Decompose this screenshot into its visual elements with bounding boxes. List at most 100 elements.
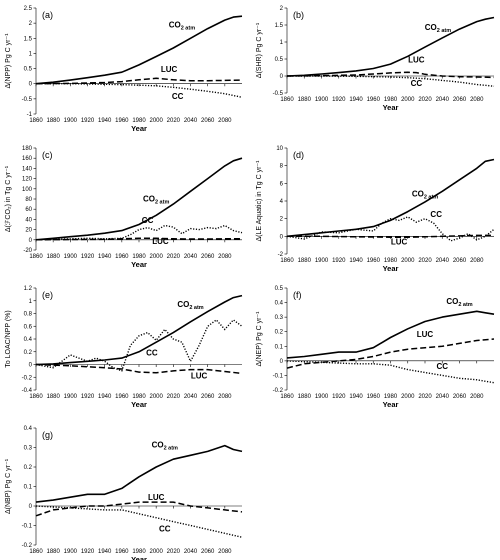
y-tick-label: 0.2 bbox=[24, 465, 33, 471]
x-tick-label: 1980 bbox=[132, 549, 146, 555]
x-tick-label: 2080 bbox=[470, 97, 484, 103]
panel-label: (d) bbox=[293, 150, 304, 160]
x-tick-label: 2000 bbox=[401, 394, 415, 400]
series-line-cc bbox=[286, 216, 495, 242]
x-tick-label: 1960 bbox=[115, 254, 129, 260]
x-tick-label: 1980 bbox=[384, 97, 398, 103]
x-tick-label: 1880 bbox=[46, 394, 60, 400]
x-axis-label: Year bbox=[383, 103, 399, 112]
y-tick-label: 0.3 bbox=[24, 446, 33, 452]
x-tick-label: 2080 bbox=[218, 394, 232, 400]
x-axis-label: Year bbox=[383, 264, 399, 273]
series-label-cc: CC bbox=[142, 216, 154, 225]
x-tick-label: 1940 bbox=[349, 394, 363, 400]
x-tick-label: 1860 bbox=[280, 258, 294, 264]
series-line-cc bbox=[35, 318, 243, 372]
y-tick-label: 1 bbox=[29, 51, 33, 57]
y-tick-label: 2 bbox=[280, 6, 284, 12]
series-label-luc: LUC bbox=[148, 493, 165, 502]
x-tick-label: 2020 bbox=[167, 254, 181, 260]
series-label-cc: CC bbox=[436, 362, 448, 371]
x-tick-label: 2000 bbox=[149, 549, 163, 555]
x-tick-label: 2080 bbox=[470, 394, 484, 400]
y-tick-label: -0.1 bbox=[22, 524, 33, 530]
x-tick-label: 1880 bbox=[46, 118, 60, 124]
x-tick-label: 2060 bbox=[453, 394, 467, 400]
panel-b: -0.5 0 0.5 1 1.5 2 1860 1880 1900 1920 1940 1960 198… bbox=[256, 6, 495, 112]
series-label-luc: LUC bbox=[152, 237, 169, 246]
y-tick-label: -0.2 bbox=[22, 375, 33, 381]
y-tick-label: 2.5 bbox=[24, 6, 33, 12]
y-tick-label: 0.2 bbox=[24, 350, 33, 356]
series-label-luc: LUC bbox=[391, 237, 408, 246]
x-tick-label: 2060 bbox=[201, 254, 215, 260]
y-tick-label: 8 bbox=[280, 164, 284, 170]
x-tick-label: 2020 bbox=[167, 118, 181, 124]
y-tick-label: -2 bbox=[278, 252, 284, 258]
x-tick-label: 1980 bbox=[132, 254, 146, 260]
x-tick-label: 2040 bbox=[436, 258, 450, 264]
series-label-co2: CO2 atm bbox=[425, 23, 451, 34]
y-tick-label: 1.5 bbox=[275, 23, 284, 29]
x-tick-label: 2040 bbox=[184, 549, 198, 555]
x-tick-label: 2020 bbox=[167, 549, 181, 555]
y-tick-label: 40 bbox=[25, 217, 32, 223]
x-tick-label: 1960 bbox=[367, 394, 381, 400]
x-tick-label: 2040 bbox=[436, 394, 450, 400]
y-axis-label: To LOAC/NPP (%) bbox=[5, 310, 12, 367]
x-tick-label: 2060 bbox=[201, 118, 215, 124]
x-tick-label: 2000 bbox=[149, 118, 163, 124]
y-tick-label: -0.2 bbox=[273, 388, 284, 394]
series-line-co2 bbox=[35, 157, 243, 241]
y-tick-label: 0.5 bbox=[275, 57, 284, 63]
x-tick-label: 1880 bbox=[298, 97, 312, 103]
x-tick-label: 1980 bbox=[132, 394, 146, 400]
y-tick-label: 0 bbox=[280, 234, 284, 240]
x-axis-label: Year bbox=[131, 555, 147, 560]
y-tick-label: 0 bbox=[29, 82, 33, 88]
x-tick-label: 2080 bbox=[218, 254, 232, 260]
x-tick-label: 2080 bbox=[218, 118, 232, 124]
y-tick-label: 1 bbox=[280, 40, 284, 46]
y-tick-label: -20 bbox=[23, 248, 32, 254]
y-tick-label: 0.4 bbox=[275, 301, 284, 307]
series-label-cc: CC bbox=[430, 210, 442, 219]
series-label-co2: CO2 atm bbox=[152, 441, 178, 452]
y-tick-label: 10 bbox=[276, 146, 283, 152]
series-label-co2: CO2 atm bbox=[169, 21, 195, 32]
x-axis-label: Year bbox=[131, 124, 147, 133]
y-tick-label: 0.5 bbox=[24, 67, 33, 73]
y-tick-label: 0.3 bbox=[275, 315, 284, 321]
series-line-cc bbox=[35, 505, 243, 538]
y-tick-label: 80 bbox=[25, 197, 32, 203]
y-tick-label: 0.6 bbox=[24, 324, 33, 330]
y-axis-label: Δ(NBP) Pg C yr⁻¹ bbox=[5, 458, 12, 514]
y-tick-label: 0 bbox=[29, 363, 33, 369]
series-label-co2: CO2 atm bbox=[412, 190, 438, 201]
y-tick-label: 2 bbox=[29, 21, 33, 27]
x-tick-label: 1900 bbox=[315, 394, 329, 400]
x-tick-label: 1920 bbox=[81, 394, 95, 400]
x-tick-label: 1860 bbox=[29, 549, 43, 555]
y-tick-label: -0.5 bbox=[273, 91, 284, 97]
x-tick-label: 1940 bbox=[349, 97, 363, 103]
y-tick-label: 0.1 bbox=[24, 485, 33, 491]
series-label-cc: CC bbox=[411, 79, 423, 88]
y-tick-label: 0 bbox=[29, 504, 33, 510]
y-tick-label: 160 bbox=[22, 156, 33, 162]
panel-label: (b) bbox=[293, 10, 304, 20]
x-tick-label: 1960 bbox=[115, 118, 129, 124]
y-tick-label: 1.5 bbox=[24, 36, 33, 42]
series-label-luc: LUC bbox=[191, 372, 208, 381]
x-tick-label: 1980 bbox=[132, 118, 146, 124]
series-line-luc bbox=[35, 363, 243, 375]
x-tick-label: 2080 bbox=[218, 549, 232, 555]
y-tick-label: 6 bbox=[280, 181, 284, 187]
x-tick-label: 2060 bbox=[453, 97, 467, 103]
y-tick-label: 0 bbox=[29, 238, 33, 244]
x-axis-label: Year bbox=[131, 260, 147, 269]
y-tick-label: 0.2 bbox=[275, 330, 284, 336]
x-tick-label: 1940 bbox=[98, 254, 112, 260]
x-tick-label: 1860 bbox=[280, 97, 294, 103]
panel-e: -0.4 -0.2 0 0.2 0.4 0.6 0.8 1 1.2 1860 1880 1900 192… bbox=[5, 286, 243, 409]
